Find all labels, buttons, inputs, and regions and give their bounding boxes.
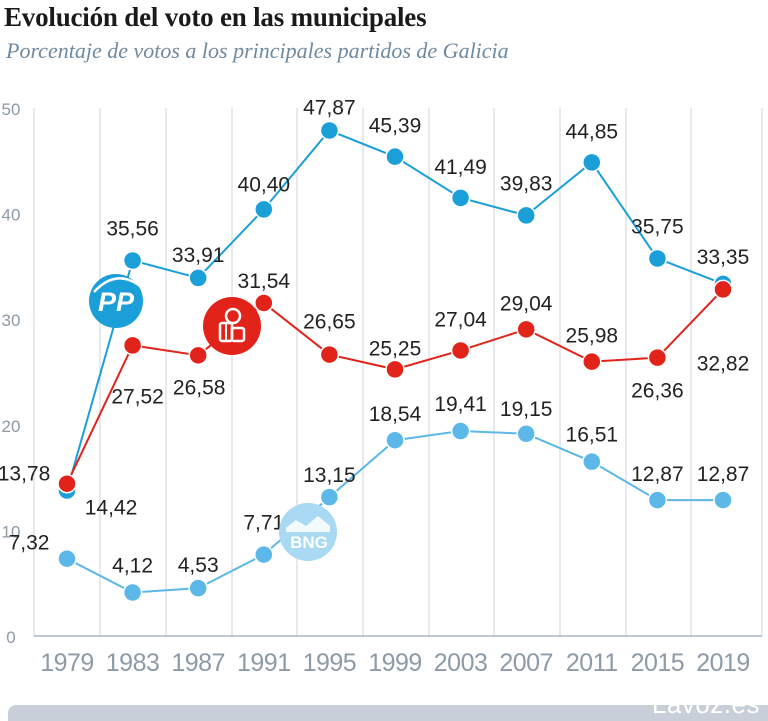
- data-point-psoe: [450, 340, 471, 361]
- x-tick-label: 2007: [499, 649, 553, 677]
- data-point-pp: [647, 248, 668, 269]
- data-point-bng: [319, 487, 340, 507]
- footer-bar: [8, 705, 768, 721]
- data-point-pp: [516, 205, 536, 226]
- y-tick-label: 40: [2, 206, 21, 225]
- data-point-bng: [516, 424, 536, 444]
- pp-logo-gull-icon: [93, 277, 141, 293]
- data-label-pp: 40,40: [238, 173, 291, 196]
- data-label-psoe: 26,65: [303, 311, 356, 334]
- data-label-pp: 35,56: [106, 217, 159, 240]
- data-label-pp: 39,83: [500, 172, 553, 195]
- x-tick-label: 1983: [106, 649, 160, 677]
- y-tick-label: 50: [2, 100, 21, 119]
- data-point-bng: [188, 578, 208, 598]
- data-point-bng: [57, 548, 77, 569]
- data-point-psoe: [122, 335, 143, 356]
- data-label-pp: 45,39: [369, 115, 422, 138]
- data-label-pp: 33,91: [172, 244, 225, 267]
- data-point-pp: [582, 152, 602, 173]
- data-label-psoe: 29,04: [500, 292, 553, 315]
- series-line-psoe: [66, 288, 724, 485]
- data-label-bng: 19,41: [434, 393, 487, 416]
- x-tick-label: 2015: [631, 649, 685, 677]
- psoe-rose-icon: [218, 307, 246, 343]
- x-tick-label: 1995: [303, 649, 357, 677]
- data-point-psoe: [57, 473, 77, 494]
- y-tick-label: 10: [2, 522, 21, 541]
- data-label-bng: 12,87: [631, 463, 684, 486]
- series-line-bng: [66, 430, 723, 594]
- data-label-pp: 44,85: [566, 120, 619, 143]
- data-label-psoe: 26,58: [173, 376, 226, 399]
- data-point-pp: [450, 188, 471, 208]
- bng-logo-text: BNG: [290, 533, 328, 552]
- data-point-psoe: [385, 359, 405, 380]
- data-label-pp: 13,78: [0, 462, 50, 485]
- data-label-psoe: 25,25: [369, 337, 422, 360]
- data-point-bng: [122, 582, 143, 603]
- data-point-bng: [254, 544, 274, 565]
- x-tick-label: 2011: [566, 649, 618, 677]
- data-point-bng: [647, 490, 668, 510]
- data-point-bng: [450, 421, 471, 441]
- data-point-pp: [319, 120, 340, 141]
- data-point-bng: [713, 490, 733, 510]
- x-tick-label: 2019: [696, 649, 750, 677]
- bng-logo-ship-icon: [286, 516, 330, 532]
- data-label-pp: 35,75: [631, 215, 684, 238]
- data-label-psoe: 25,98: [566, 325, 619, 348]
- data-label-bng: 13,15: [303, 464, 356, 487]
- data-label-psoe: 27,04: [434, 308, 487, 331]
- pp-logo: [89, 274, 143, 328]
- chart-title: Evolución del voto en las municipales: [4, 2, 427, 32]
- data-label-psoe: 27,52: [111, 385, 164, 408]
- data-point-pp: [188, 268, 208, 288]
- data-label-bng: 7,71: [243, 512, 284, 535]
- data-label-bng: 19,15: [500, 398, 553, 421]
- data-label-bng: 12,87: [697, 463, 750, 486]
- data-label-pp: 41,49: [434, 156, 487, 179]
- x-tick-label: 1999: [368, 649, 422, 677]
- x-tick-label: 2003: [434, 649, 488, 677]
- data-label-pp: 47,87: [303, 96, 356, 119]
- data-point-psoe: [188, 345, 208, 366]
- data-label-psoe: 14,42: [85, 497, 138, 520]
- data-label-psoe: 32,82: [697, 352, 750, 375]
- data-point-psoe: [582, 351, 602, 372]
- pp-logo-text: PP: [98, 287, 135, 317]
- data-label-psoe: 26,36: [631, 380, 684, 403]
- brand-logo: Lavoz.es: [651, 689, 760, 719]
- data-label-pp: 33,35: [697, 246, 750, 269]
- data-point-psoe: [254, 293, 274, 313]
- data-point-bng: [582, 451, 602, 472]
- data-label-bng: 16,51: [566, 424, 619, 447]
- data-point-psoe: [647, 347, 668, 368]
- data-label-psoe: 31,54: [238, 270, 291, 293]
- y-tick-label: 0: [6, 628, 15, 647]
- data-point-psoe: [713, 279, 733, 300]
- data-point-pp: [122, 250, 143, 271]
- y-tick-label: 20: [2, 417, 21, 436]
- data-point-bng: [385, 430, 405, 450]
- y-tick-label: 30: [2, 311, 21, 330]
- data-point-psoe: [516, 319, 536, 340]
- data-label-bng: 4,12: [112, 554, 153, 577]
- data-label-bng: 18,54: [369, 403, 422, 426]
- x-tick-label: 1979: [40, 649, 94, 677]
- data-label-bng: 4,53: [178, 554, 219, 577]
- x-tick-label: 1991: [237, 649, 291, 677]
- x-tick-label: 1987: [171, 649, 225, 677]
- data-label-bng: 7,32: [9, 532, 50, 555]
- data-point-pp: [385, 146, 405, 167]
- data-point-psoe: [319, 344, 340, 365]
- chart-subtitle: Porcentaje de votos a los principales pa…: [6, 38, 509, 63]
- data-point-pp: [254, 199, 274, 220]
